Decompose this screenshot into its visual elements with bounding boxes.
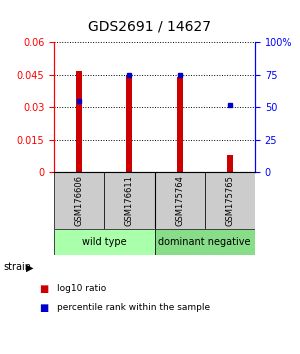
Text: percentile rank within the sample: percentile rank within the sample <box>57 303 210 313</box>
Bar <box>154 172 205 229</box>
Bar <box>177 77 183 172</box>
Text: ■: ■ <box>39 284 48 293</box>
Bar <box>205 172 255 229</box>
Text: log10 ratio: log10 ratio <box>57 284 106 293</box>
Text: dominant negative: dominant negative <box>158 237 251 247</box>
Bar <box>54 229 154 255</box>
Bar <box>104 172 154 229</box>
Text: wild type: wild type <box>82 237 127 247</box>
Text: GSM176606: GSM176606 <box>75 175 84 226</box>
Bar <box>227 155 233 172</box>
Bar <box>126 75 132 172</box>
Bar <box>154 229 255 255</box>
Text: GSM176611: GSM176611 <box>125 175 134 226</box>
Text: GSM175764: GSM175764 <box>175 175 184 226</box>
Text: ■: ■ <box>39 303 48 313</box>
Bar <box>54 172 104 229</box>
Text: ▶: ▶ <box>26 262 33 272</box>
Text: GDS2691 / 14627: GDS2691 / 14627 <box>88 19 212 34</box>
Text: strain: strain <box>3 262 31 272</box>
Bar <box>76 70 82 172</box>
Text: GSM175765: GSM175765 <box>225 175 234 226</box>
